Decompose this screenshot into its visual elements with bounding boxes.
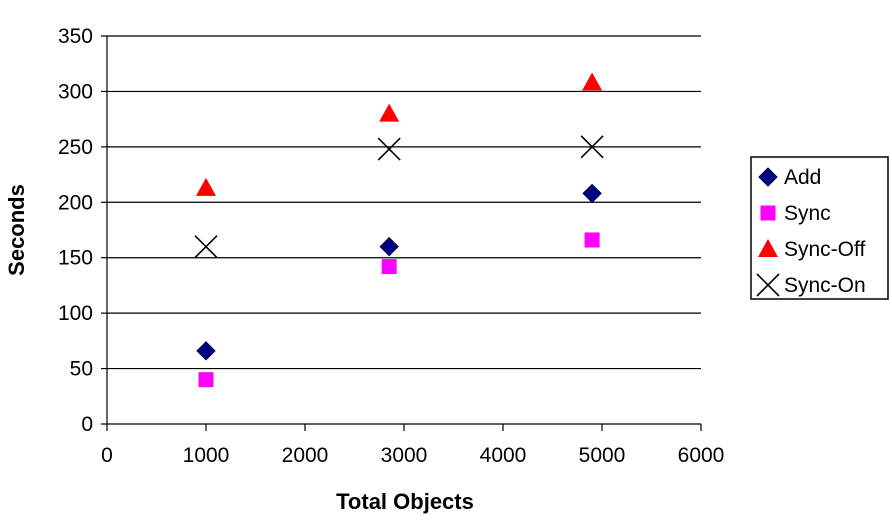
tick-labels: 0 50 100 150 200 250 300 350 0 1000 2000 3000 4000 50… <box>58 25 724 467</box>
point-sync-off <box>379 103 400 122</box>
y-tick-label: 350 <box>58 25 93 48</box>
point-sync-on-stroke <box>194 235 218 259</box>
y-tick-label: 300 <box>58 80 93 103</box>
legend-label-sync: Sync <box>784 202 831 225</box>
y-tick-label: 250 <box>58 136 93 159</box>
point-sync <box>381 259 397 275</box>
x-tick-label: 3000 <box>381 444 428 467</box>
legend-label-add: Add <box>784 166 821 189</box>
point-add <box>379 236 399 257</box>
x-tick-label: 4000 <box>480 444 527 467</box>
legend-marker-sync-on <box>756 273 780 297</box>
point-sync <box>584 232 600 248</box>
x-tick-label: 2000 <box>282 444 329 467</box>
gridlines <box>107 35 701 370</box>
legend-label-sync-off: Sync-Off <box>784 238 865 261</box>
y-tick-label: 50 <box>70 358 93 381</box>
x-tick-label: 0 <box>101 444 113 467</box>
point-sync-on <box>580 135 604 159</box>
y-axis-title: Seconds <box>4 184 29 276</box>
y-tick-label: 150 <box>58 247 93 270</box>
point-sync <box>198 372 214 388</box>
y-tick-label: 100 <box>58 302 93 325</box>
point-add <box>196 341 216 361</box>
y-tick-label: 0 <box>81 413 93 436</box>
x-tick-label: 5000 <box>579 444 626 467</box>
point-sync-on-stroke <box>377 137 401 161</box>
point-sync-on <box>194 235 218 259</box>
data-points <box>194 72 604 388</box>
x-tick-label: 6000 <box>678 444 725 467</box>
legend-marker-add <box>758 167 778 187</box>
point-sync-off <box>196 177 216 196</box>
x-axis-title: Total Objects <box>336 489 474 514</box>
legend-marker-sync <box>760 205 776 221</box>
legend-marker-sync-off <box>758 239 778 257</box>
x-tick-label: 1000 <box>183 444 230 467</box>
legend-marker-sync-on-stroke <box>756 273 780 297</box>
point-sync-on-stroke <box>580 135 604 159</box>
point-sync-on <box>377 137 401 161</box>
y-tick-label: 200 <box>58 191 93 214</box>
axes <box>101 35 702 431</box>
legend-label-sync-on: Sync-On <box>784 274 866 297</box>
legend: Add Sync Sync-Off Sync-On <box>750 156 889 300</box>
point-sync-off <box>582 72 603 91</box>
point-add <box>582 183 602 204</box>
